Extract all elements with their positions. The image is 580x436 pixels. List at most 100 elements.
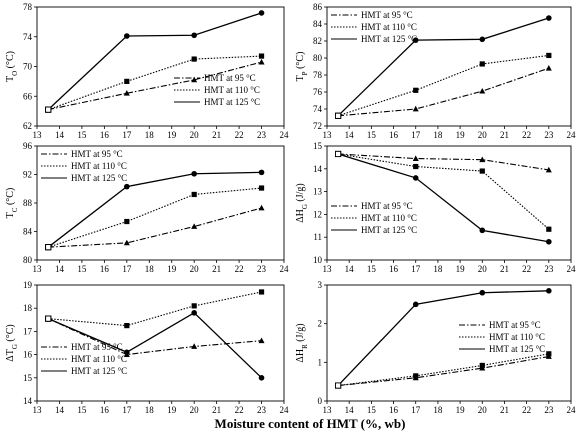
- series-line-110: [337, 54, 549, 117]
- data-point-110: [413, 163, 419, 170]
- x-tick-label: 18: [145, 405, 155, 415]
- x-tick-label: 13: [323, 130, 333, 140]
- data-point-95: [191, 223, 198, 229]
- y-tick-label: 72: [313, 121, 322, 131]
- data-point-110: [479, 168, 485, 174]
- x-tick-label: 18: [433, 405, 443, 415]
- x-tick-label: 21: [500, 264, 509, 274]
- y-tick-label: 62: [23, 121, 32, 131]
- series-line-95: [338, 67, 549, 117]
- data-point-95: [258, 204, 265, 211]
- x-tick-label: 23: [544, 130, 554, 140]
- x-tick-label: 17: [122, 130, 132, 140]
- x-tick-label: 14: [345, 405, 355, 415]
- x-tick-label: 13: [33, 264, 43, 274]
- y-tick-label: 74: [23, 32, 33, 42]
- x-tick-label: 13: [33, 130, 43, 140]
- x-tick-label: 19: [167, 130, 177, 140]
- x-tick-label: 16: [389, 405, 399, 415]
- series-line-125: [337, 17, 550, 117]
- data-point-125: [479, 227, 486, 234]
- y-tick-label: 18: [23, 303, 33, 313]
- data-point-start: [335, 382, 342, 389]
- plot-frame: [36, 284, 285, 402]
- legend-entry-125: HMT at 125 °C: [489, 344, 545, 354]
- y-tick-label: 96: [23, 141, 33, 151]
- data-point-start: [45, 315, 52, 322]
- x-tick-label: 13: [323, 264, 333, 274]
- data-point-110: [191, 191, 197, 198]
- series-line-95: [48, 61, 262, 111]
- y-axis-label: TC (°C): [5, 188, 19, 219]
- legend-entry-125: HMT at 125 °C: [71, 366, 127, 376]
- x-tick-label: 14: [55, 130, 65, 140]
- x-tick-label: 21: [500, 130, 509, 140]
- x-tick-label: 19: [456, 405, 466, 415]
- y-tick-label: 16: [23, 350, 33, 360]
- plot-frame: [326, 145, 572, 261]
- data-point-110: [258, 185, 265, 191]
- legend-entry-110: HMT at 110 °C: [71, 161, 127, 171]
- x-tick-label: 15: [77, 405, 87, 415]
- series-line-110: [338, 353, 549, 387]
- y-tick-label: 15: [23, 373, 33, 383]
- panel-dTg: 13 14 15 16 17 18 19 20 21 22 23 24141516171819ΔTG …: [5, 280, 289, 415]
- x-tick-label: 21: [212, 130, 221, 140]
- x-tick-label: 22: [522, 130, 531, 140]
- legend-entry-95: HMT at 95 °C: [361, 10, 413, 20]
- data-point-110: [124, 218, 130, 225]
- y-tick-label: 74: [313, 104, 323, 114]
- x-tick-label: 19: [456, 264, 466, 274]
- data-point-110: [413, 87, 419, 93]
- x-tick-label: 15: [367, 130, 377, 140]
- data-point-125: [412, 37, 419, 43]
- x-tick-label: 20: [190, 130, 200, 140]
- y-tick-label: 78: [313, 70, 323, 80]
- x-tick-label: 14: [55, 264, 65, 274]
- y-tick-label: 2: [318, 319, 323, 329]
- data-point-125: [191, 170, 197, 177]
- legend-entry-125: HMT at 125 °C: [204, 97, 260, 107]
- series-line-125: [47, 312, 262, 379]
- data-point-125: [191, 32, 197, 39]
- data-point-start: [45, 244, 52, 251]
- x-tick-label: 18: [433, 264, 443, 274]
- x-tick-label: 22: [235, 130, 244, 140]
- data-point-95: [258, 58, 265, 65]
- data-point-110: [546, 52, 552, 59]
- x-tick-label: 16: [389, 130, 399, 140]
- legend-entry-95: HMT at 95 °C: [204, 73, 256, 83]
- x-tick-label: 20: [478, 405, 488, 415]
- legend-entry-95: HMT at 95 °C: [489, 320, 541, 330]
- data-point-95: [123, 239, 130, 246]
- x-tick-label: 20: [478, 264, 488, 274]
- series-line-95: [338, 355, 549, 387]
- x-tick-label: 17: [411, 405, 421, 415]
- y-tick-label: 1: [318, 357, 323, 367]
- y-tick-label: 11: [313, 232, 322, 242]
- y-tick-label: 84: [313, 19, 323, 29]
- x-tick-label: 14: [55, 405, 65, 415]
- x-tick-label: 17: [411, 264, 421, 274]
- legend-entry-95: HMT at 95 °C: [71, 342, 123, 352]
- x-tick-label: 20: [190, 264, 200, 274]
- y-tick-label: 80: [23, 255, 33, 265]
- legend-entry-110: HMT at 110 °C: [204, 85, 260, 95]
- data-point-95: [545, 65, 552, 71]
- y-tick-label: 19: [23, 280, 33, 290]
- data-point-start: [335, 112, 342, 119]
- x-tick-label: 21: [212, 405, 221, 415]
- data-point-125: [546, 15, 552, 21]
- data-point-125: [412, 175, 419, 181]
- x-tick-label: 20: [190, 405, 200, 415]
- x-tick-label: 23: [257, 130, 267, 140]
- x-tick-label: 14: [345, 264, 355, 274]
- data-point-110: [479, 61, 485, 67]
- y-tick-label: 17: [23, 326, 33, 336]
- data-point-95: [191, 76, 198, 83]
- x-tick-label: 24: [567, 130, 577, 140]
- x-tick-label: 20: [478, 130, 488, 140]
- data-point-125: [258, 375, 265, 381]
- plot-frame: [326, 6, 572, 127]
- series-line-125: [337, 153, 549, 243]
